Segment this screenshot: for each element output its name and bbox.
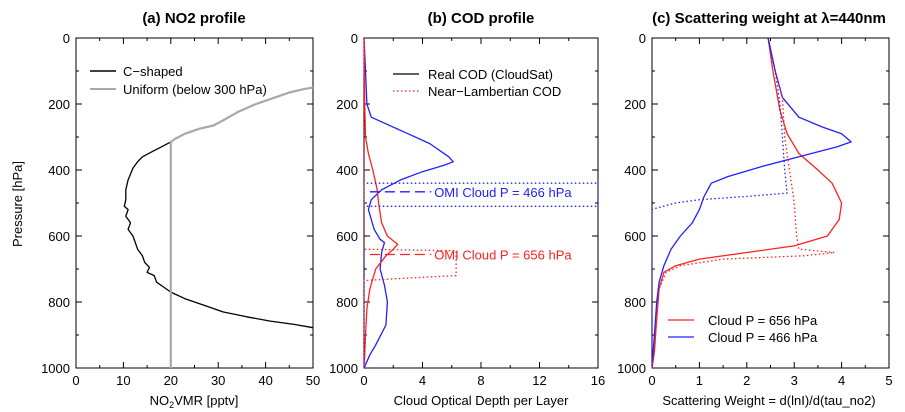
ytick-label-c-5: 1000 xyxy=(617,361,646,376)
ytick-label-b-0: 0 xyxy=(351,31,358,46)
ytick-label-a-2: 400 xyxy=(48,163,70,178)
ytick-label-c-3: 600 xyxy=(624,229,646,244)
xtick-label-a-0: 0 xyxy=(72,373,79,388)
series-line-c-3 xyxy=(651,37,788,368)
xtick-label-c-5: 5 xyxy=(885,373,892,388)
series-line-c-1 xyxy=(651,37,852,369)
series-line-b-1 xyxy=(363,37,399,369)
ytick-label-a-5: 1000 xyxy=(41,361,70,376)
ytick-label-a-4: 800 xyxy=(48,295,70,310)
series-line-b-0 xyxy=(363,37,454,369)
xtick-label-a-1: 10 xyxy=(116,373,130,388)
xlabel-a-rest: VMR [pptv] xyxy=(174,393,238,408)
xtick-label-c-3: 3 xyxy=(791,373,798,388)
xtick-label-c-4: 4 xyxy=(838,373,845,388)
panel-a-legend: C−shaped Uniform (below 300 hPa) xyxy=(90,64,267,97)
series-line-c-0 xyxy=(651,37,843,369)
legend-a-label-1: Uniform (below 300 hPa) xyxy=(123,82,267,97)
xtick-label-b-0: 0 xyxy=(360,373,367,388)
panel-a-yticks: 0 200 400 600 800 1000 xyxy=(41,31,313,376)
panel-c-xticks: 0 1 2 3 4 5 xyxy=(648,38,893,388)
ytick-label-b-4: 800 xyxy=(336,295,358,310)
panel-cod-profile: (b) COD profile 0 200 400 600 800 1000 0 4 8 12 1… xyxy=(329,10,605,408)
ytick-label-b-1: 200 xyxy=(336,97,358,112)
xtick-label-a-5: 50 xyxy=(306,373,320,388)
xtick-label-c-0: 0 xyxy=(648,373,655,388)
ytick-label-a-3: 600 xyxy=(48,229,70,244)
xtick-label-c-2: 2 xyxy=(743,373,750,388)
y-axis-label: Pressure [hPa] xyxy=(10,161,25,247)
panel-a-lines xyxy=(123,86,314,368)
xtick-label-b-4: 16 xyxy=(591,373,605,388)
panel-b-title: (b) COD profile xyxy=(428,10,535,27)
ytick-label-b-5: 1000 xyxy=(329,361,358,376)
xtick-label-b-1: 4 xyxy=(419,373,426,388)
xtick-label-a-2: 20 xyxy=(164,373,178,388)
series-line-c-2 xyxy=(651,37,836,369)
panel-a-title: (a) NO2 profile xyxy=(142,10,245,27)
xtick-label-a-3: 30 xyxy=(211,373,225,388)
ytick-label-c-2: 400 xyxy=(624,163,646,178)
annotation-b-1: OMI Cloud P = 656 hPa xyxy=(434,247,572,262)
panel-b-xticks: 0 4 8 12 16 xyxy=(360,38,605,388)
series-line-b-3 xyxy=(363,38,457,368)
legend-a-label-0: C−shaped xyxy=(123,64,183,79)
ytick-label-b-3: 600 xyxy=(336,229,358,244)
legend-b-label-1: Near−Lambertian COD xyxy=(428,84,561,99)
ytick-label-a-0: 0 xyxy=(63,31,70,46)
xtick-label-c-1: 1 xyxy=(696,373,703,388)
series-line-a-1 xyxy=(169,86,314,368)
legend-b-label-0: Real COD (CloudSat) xyxy=(428,67,553,82)
xtick-label-b-2: 8 xyxy=(477,373,484,388)
ytick-label-c-4: 800 xyxy=(624,295,646,310)
panel-c-xlabel: Scattering Weight = d(lnI)/d(tau_no2) xyxy=(662,393,875,408)
panel-c-title: (c) Scattering weight at λ=440nm xyxy=(652,10,886,27)
panel-b-legend: Real COD (CloudSat) Near−Lambertian COD xyxy=(393,67,561,99)
ytick-label-b-2: 400 xyxy=(336,163,358,178)
xtick-label-a-4: 40 xyxy=(258,373,272,388)
panel-b-lines xyxy=(363,37,599,369)
annotation-b-0: OMI Cloud P = 466 hPa xyxy=(434,185,572,200)
xlabel-a-main: NO xyxy=(150,393,170,408)
ytick-label-a-1: 200 xyxy=(48,97,70,112)
legend-c-label-1: Cloud P = 466 hPa xyxy=(708,330,818,345)
xtick-label-b-3: 12 xyxy=(532,373,546,388)
legend-c-label-0: Cloud P = 656 hPa xyxy=(708,313,818,328)
panel-c-lines xyxy=(651,37,852,369)
panel-b-yticks: 0 200 400 600 800 1000 xyxy=(329,31,598,376)
panel-a-xlabel: NO2VMR [pptv] xyxy=(150,393,239,410)
panel-no2-profile: (a) NO2 profile 0 200 400 600 800 1000 0 10 20 3… xyxy=(41,10,320,410)
panel-c-legend: Cloud P = 656 hPa Cloud P = 466 hPa xyxy=(668,313,818,345)
ytick-label-c-1: 200 xyxy=(624,97,646,112)
panel-b-xlabel: Cloud Optical Depth per Layer xyxy=(394,393,570,408)
panel-b-annotations: OMI Cloud P = 466 hPa OMI Cloud P = 656 h… xyxy=(434,185,572,263)
panel-scattering-weight: (c) Scattering weight at λ=440nm 0200400… xyxy=(617,10,893,408)
xlabel-a-sub: 2 xyxy=(169,400,174,410)
ytick-label-c-0: 0 xyxy=(639,31,646,46)
